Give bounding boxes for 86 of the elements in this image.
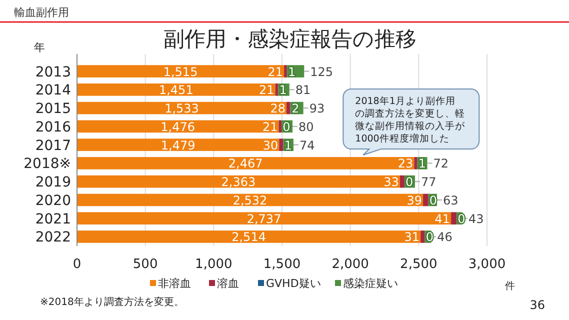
x-tick-label: 3,000 <box>468 257 506 272</box>
bar <box>278 120 282 133</box>
y-tick-label: 2013 <box>35 64 71 80</box>
data-label: 1 <box>418 156 426 171</box>
data-label: 125 <box>310 64 334 79</box>
bar <box>77 157 414 170</box>
y-tick-label: 2017 <box>35 138 71 154</box>
x-tick-label: 2,500 <box>400 257 438 272</box>
data-label: 0 <box>282 120 290 134</box>
data-label: 28 <box>270 102 286 116</box>
bar <box>275 84 278 96</box>
data-label: 39 <box>406 193 422 208</box>
data-label: 2,737 <box>246 212 282 226</box>
text: 輸血副作用 <box>14 6 69 19</box>
y-tick-label: 2022 <box>35 230 71 246</box>
data-label: 72 <box>433 156 449 171</box>
y-tick-label: 2018※ <box>24 156 71 172</box>
y-tick-label: 2020 <box>35 192 71 209</box>
data-label: 2,363 <box>221 175 256 190</box>
bar <box>286 102 290 114</box>
text: ※2018年より調査方法を変更。 <box>40 296 184 308</box>
data-label: 2,514 <box>232 230 266 244</box>
data-label: 46 <box>437 230 452 244</box>
data-label: 74 <box>299 138 315 152</box>
data-label: 93 <box>309 102 325 116</box>
data-label: 23 <box>398 156 414 171</box>
x-tick-label: 500 <box>132 257 158 272</box>
data-label: 21 <box>268 64 284 79</box>
bar <box>77 102 287 114</box>
x-tick-label: 1,500 <box>263 257 301 272</box>
data-label: 0 <box>429 193 438 208</box>
data-label: 1,515 <box>163 64 198 79</box>
data-label: 1,476 <box>160 120 196 134</box>
legend-label: GVHD疑い <box>266 277 321 290</box>
data-label: 21 <box>262 120 278 134</box>
data-label: 1 <box>288 64 296 79</box>
bar <box>77 120 279 133</box>
x-tick-label: 2,000 <box>332 257 369 272</box>
data-label: 1 <box>284 138 292 152</box>
text: 36 <box>530 298 545 312</box>
data-label: 1,479 <box>160 138 196 152</box>
data-label: 31 <box>404 230 420 244</box>
y-tick-label: 2021 <box>35 211 71 228</box>
bar <box>451 212 457 224</box>
data-label: 63 <box>442 193 458 208</box>
annotation: 2018年1月より副作用の調査方法を変更し、軽微な副作用情報の入手が1000件程度増加した <box>355 95 466 145</box>
data-label: 21 <box>259 83 274 98</box>
data-label: 2 <box>292 102 300 116</box>
bar <box>400 175 404 188</box>
legend-label: 溶血 <box>217 277 239 290</box>
x-tick-label: 0 <box>72 257 82 272</box>
data-label: 1,533 <box>164 102 199 116</box>
bar <box>279 138 284 151</box>
bar <box>77 230 421 243</box>
y-axis-title: 年 <box>34 41 45 54</box>
data-label: 1 <box>279 83 287 98</box>
data-label: 41 <box>434 212 450 226</box>
bar <box>77 84 276 96</box>
y-tick-label: 2015 <box>35 101 71 118</box>
data-label: 43 <box>468 212 484 226</box>
data-label: 33 <box>384 175 399 190</box>
bar <box>77 212 452 224</box>
x-axis-title: 件 <box>505 281 515 292</box>
legend-label: 非溶血 <box>158 277 191 290</box>
x-tick-label: 1,000 <box>195 257 232 272</box>
bar <box>77 175 400 188</box>
legend-label: 感染症疑い <box>343 277 398 290</box>
data-label: 0 <box>405 175 414 190</box>
y-tick-label: 2014 <box>35 82 72 99</box>
y-tick-label: 2016 <box>35 119 72 136</box>
bar <box>77 194 424 206</box>
data-label: 1,451 <box>158 83 194 98</box>
data-label: 2,532 <box>232 193 268 208</box>
bar <box>284 65 287 78</box>
chart-title: 副作用・感染症報告の推移 <box>164 27 416 51</box>
data-label: 77 <box>420 175 436 190</box>
bar <box>420 230 425 243</box>
data-label: 2,467 <box>228 156 263 171</box>
bar <box>414 157 418 170</box>
bar <box>77 65 284 78</box>
bar <box>77 138 280 151</box>
data-label: 81 <box>295 83 311 98</box>
bar <box>423 194 428 206</box>
y-tick-label: 2019 <box>35 174 71 191</box>
data-label: 30 <box>262 138 278 152</box>
data-label: 80 <box>298 120 314 134</box>
